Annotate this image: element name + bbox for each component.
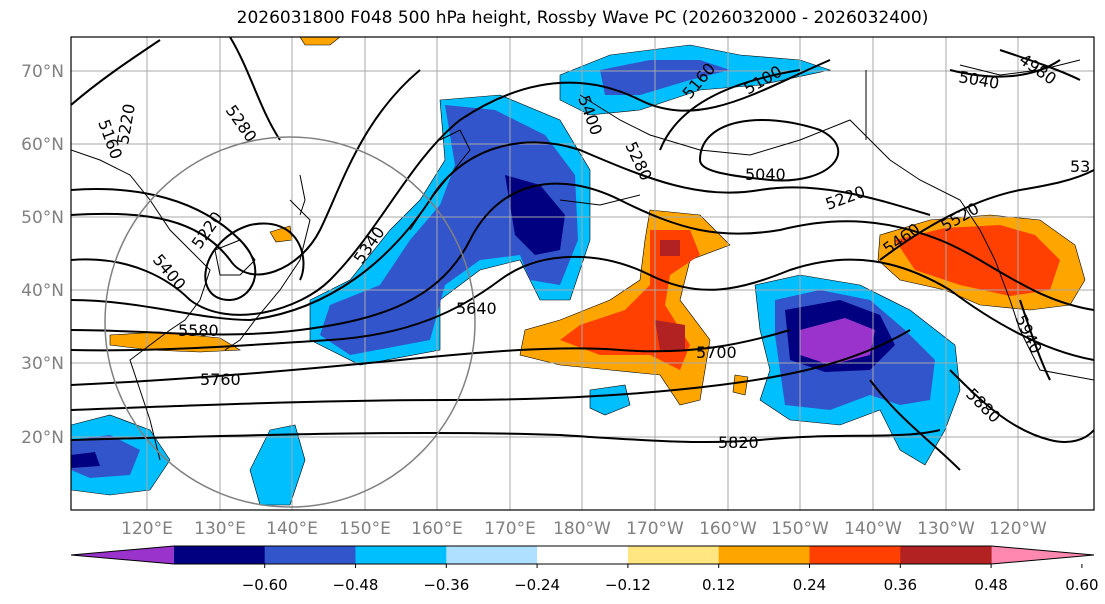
neg-anomaly-region <box>505 175 565 255</box>
neg-anomaly-region <box>71 452 100 468</box>
colorbar-tick-label: −0.60 <box>242 576 288 594</box>
colorbar-tick-label: 0.48 <box>974 576 1007 594</box>
colorbar-tick-label: −0.36 <box>423 576 469 594</box>
highlight-circle <box>104 136 476 508</box>
map-frame <box>70 36 1095 511</box>
lon-label: 140°W <box>844 519 902 539</box>
lon-label: 170°E <box>484 519 536 539</box>
longitude-labels: 120°E 130°E 140°E 150°E 160°E 170°E 180°… <box>121 519 1047 539</box>
lon-label: 130°W <box>917 519 975 539</box>
neg-anomaly-region <box>320 105 578 355</box>
lat-label: 60°N <box>21 135 64 155</box>
lon-label: 160°E <box>411 519 463 539</box>
lon-label: 150°W <box>771 519 829 539</box>
latitude-labels: 70°N 60°N 50°N 40°N 30°N 20°N <box>21 62 64 448</box>
lat-label: 20°N <box>21 428 64 448</box>
lat-label: 50°N <box>21 208 64 228</box>
height-contours <box>71 37 1094 471</box>
pos-anomaly-region <box>655 320 685 350</box>
colorbar-tick-label: 0.24 <box>793 576 826 594</box>
colorbar-tick-label: −0.12 <box>605 576 651 594</box>
colorbar-tick-label: 0.60 <box>1065 576 1098 594</box>
lon-label: 160°W <box>699 519 757 539</box>
colorbar-segment <box>900 546 992 564</box>
contour-label: 5580 <box>178 321 219 340</box>
neg-anomaly-region <box>600 60 730 95</box>
coastlines <box>71 59 1094 461</box>
colorbar-tick-label: 0.36 <box>884 576 917 594</box>
map-title: 2026031800 F048 500 hPa height, Rossby W… <box>236 8 929 28</box>
contour-label: 53 <box>1070 157 1090 176</box>
colorbar-tick-label: −0.24 <box>514 576 560 594</box>
pos-anomaly-region <box>895 225 1060 296</box>
neg-anomaly-region <box>559 44 832 116</box>
colorbar-segment <box>991 546 1094 564</box>
lat-label: 40°N <box>21 281 64 301</box>
neg-anomaly-region <box>800 318 875 365</box>
contour-label: 5700 <box>696 343 737 362</box>
colorbar-segment <box>173 546 266 564</box>
lon-label: 120°W <box>989 519 1047 539</box>
colorbar-tick-label: 0.12 <box>702 576 735 594</box>
colorbar-segment <box>446 546 538 564</box>
colorbar-segment <box>718 546 811 564</box>
shaded-anomalies <box>71 37 1086 506</box>
colorbar-segment <box>264 546 356 564</box>
contour-label: 5040 <box>745 165 786 184</box>
contour-label: 5820 <box>718 433 759 452</box>
lat-label: 30°N <box>21 354 64 374</box>
lon-label: 170°W <box>626 519 684 539</box>
pos-anomaly-region <box>660 240 680 256</box>
contour-label: 5640 <box>456 299 497 318</box>
colorbar-tick-label: −0.48 <box>333 576 379 594</box>
neg-anomaly-region <box>249 424 306 506</box>
lat-label: 70°N <box>21 62 64 82</box>
colorbar-segment <box>355 546 447 564</box>
pos-anomaly-region <box>299 37 341 46</box>
contour-label: 5760 <box>200 370 241 389</box>
colorbar-outline <box>70 545 1095 565</box>
colorbar: −0.60 −0.48 −0.36 −0.24 −0.12 0.12 0.24 0.36 0.4… <box>70 545 1099 594</box>
lon-label: 130°E <box>194 519 246 539</box>
colorbar-segment <box>71 546 174 564</box>
neg-anomaly-region <box>589 384 631 416</box>
pos-anomaly-region <box>732 374 749 396</box>
colorbar-segment <box>809 546 901 564</box>
lon-label: 140°E <box>266 519 318 539</box>
neg-anomaly-region <box>71 435 140 478</box>
lon-label: 120°E <box>121 519 173 539</box>
lon-label: 150°E <box>339 519 391 539</box>
colorbar-segment <box>537 546 629 564</box>
lon-label: 180°W <box>553 519 611 539</box>
colorbar-segment <box>627 546 720 564</box>
